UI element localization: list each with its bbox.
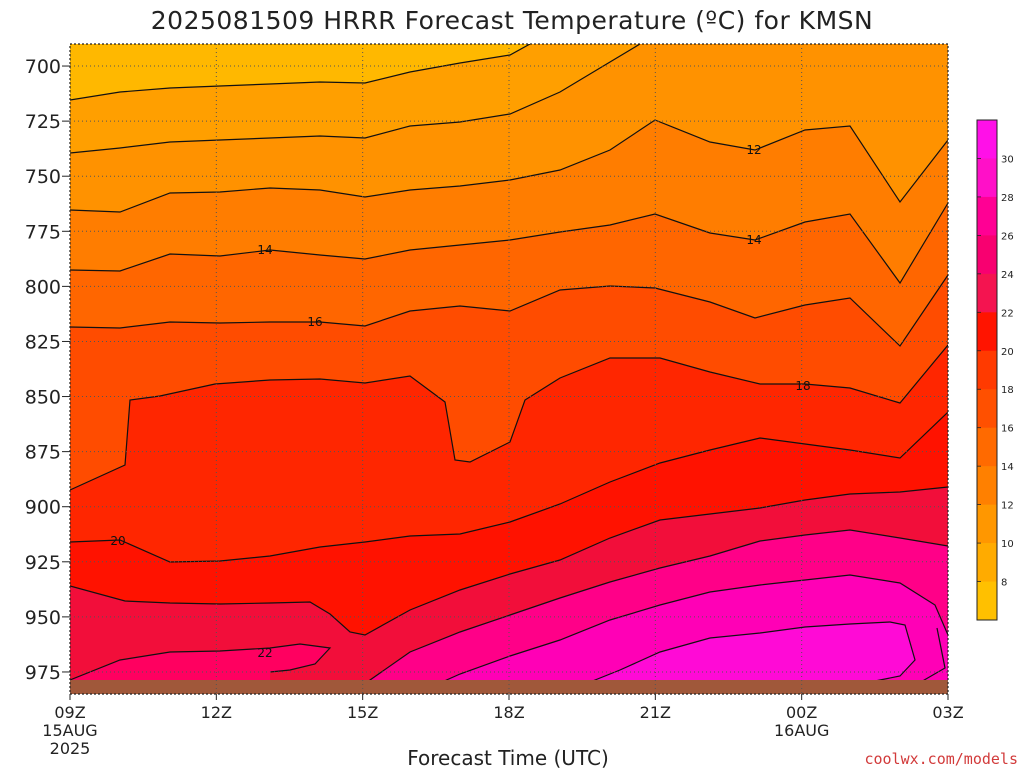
colorbar-label: 12	[1001, 501, 1014, 512]
colorbar-segment	[977, 581, 997, 621]
y-tick-label: 725	[25, 111, 61, 133]
y-tick-label: 950	[25, 607, 61, 629]
colorbar-segment	[977, 120, 997, 159]
contour-line	[70, 44, 641, 154]
x-tick-sublabel: 15AUG	[42, 721, 97, 740]
colorbar-label: 22	[1001, 308, 1014, 319]
colorbar-label: 8	[1001, 578, 1007, 589]
x-tick-sublabel: 2025	[50, 739, 91, 758]
colorbar-segment	[977, 427, 997, 467]
grid-lines	[70, 44, 948, 694]
x-tick-label: 09Z	[54, 703, 85, 722]
colorbar-label: 20	[1001, 347, 1014, 358]
x-tick-label: 00Z	[786, 703, 817, 722]
y-axis-tick-labels: 700 725 750 775 800 825 850 875 900 925 950 975	[25, 56, 70, 684]
colorbar-segment	[977, 196, 997, 236]
contour-line	[349, 529, 948, 694]
y-tick-label: 875	[25, 442, 61, 464]
y-tick-label: 900	[25, 497, 61, 519]
colorbar-label: 14	[1001, 462, 1014, 473]
y-tick-label: 750	[25, 166, 61, 188]
contour-line	[70, 119, 948, 213]
credit-text: coolwx.com/models	[864, 750, 1018, 768]
contour-label: 14	[746, 233, 761, 247]
colorbar-label: 18	[1001, 385, 1014, 396]
contour-line	[70, 411, 948, 563]
colorbar-label: 30	[1001, 154, 1014, 165]
x-tick-label: 12Z	[201, 703, 232, 722]
x-tick-label: 15Z	[347, 703, 378, 722]
contour-line	[559, 621, 916, 694]
contour-line	[70, 44, 531, 101]
y-tick-label: 775	[25, 221, 61, 243]
colorbar-label: 16	[1001, 424, 1014, 435]
x-tick-label: 18Z	[493, 703, 524, 722]
colorbar-segment	[977, 235, 997, 275]
x-tick-sublabel: 16AUG	[774, 721, 829, 740]
colorbar-segment	[977, 350, 997, 390]
plot-area	[70, 44, 948, 694]
contour-line	[70, 486, 948, 636]
colorbar: 8 10 12 14 16 18 20 22 24 26 28 30	[976, 119, 1014, 621]
colorbar-segment	[977, 273, 997, 313]
x-tick-label: 21Z	[640, 703, 671, 722]
band-fill	[560, 622, 915, 694]
contour-line	[414, 574, 948, 694]
x-axis-title: Forecast Time (UTC)	[407, 746, 609, 768]
colorbar-label: 28	[1001, 193, 1014, 204]
y-tick-label: 825	[25, 331, 61, 353]
contour-lines	[70, 44, 948, 694]
contour-label: 14	[257, 243, 272, 257]
contour-line	[70, 202, 948, 285]
contour-line	[70, 344, 948, 491]
ground-strip	[70, 680, 948, 694]
colorbar-segment	[977, 543, 997, 583]
colorbar-segment	[977, 389, 997, 429]
y-tick-label: 925	[25, 552, 61, 574]
colorbar-label: 26	[1001, 231, 1014, 242]
contour-labels: 12 14 14 16 18 20 22	[110, 143, 810, 660]
colorbar-segment	[977, 504, 997, 544]
contour-line	[70, 274, 948, 347]
y-tick-label: 800	[25, 276, 61, 298]
contour-line	[70, 643, 332, 681]
colorbar-segment	[977, 466, 997, 506]
colorbar-segment	[977, 312, 997, 352]
x-tick-label: 03Z	[932, 703, 963, 722]
chart-title: 2025081509 HRRR Forecast Temperature (ºC…	[151, 6, 873, 35]
contour-label: 12	[746, 143, 761, 157]
colorbar-frame	[976, 119, 998, 621]
colorbar-label: 24	[1001, 270, 1014, 281]
y-tick-label: 700	[25, 56, 61, 78]
contour-label: 20	[110, 534, 125, 548]
colorbar-segment	[977, 158, 997, 198]
y-tick-label: 975	[25, 662, 61, 684]
y-tick-label: 850	[25, 387, 61, 409]
contour-label: 16	[307, 315, 322, 329]
contour-label: 22	[257, 646, 272, 660]
contour-label: 18	[795, 379, 810, 393]
colorbar-label: 10	[1001, 539, 1014, 550]
